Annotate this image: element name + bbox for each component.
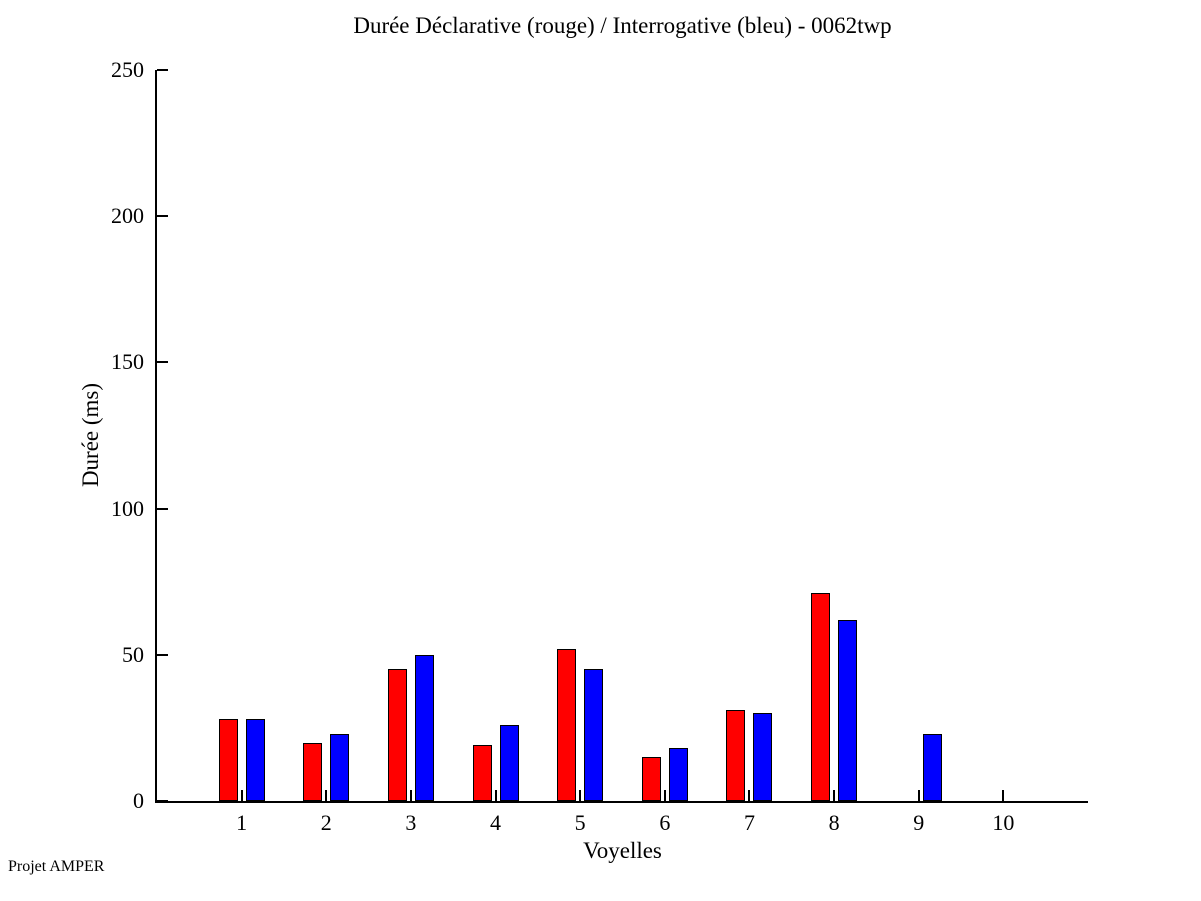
- x-tick-mark: [663, 790, 666, 801]
- y-tick-mark: [157, 361, 168, 364]
- y-axis-label: Durée (ms): [78, 382, 103, 488]
- bar-declarative-6: [641, 757, 661, 801]
- bar-declarative-5: [557, 648, 577, 801]
- y-tick-mark: [157, 800, 168, 802]
- x-tick-label: 10: [992, 810, 1015, 835]
- bar-interrogative-3: [414, 654, 434, 801]
- x-tick-label: 9: [913, 810, 925, 835]
- plot-area: 0 50 100 150 200 250 1 2 3 4 5 6 7 8 9 10: [111, 58, 1088, 835]
- y-tick-label: 100: [111, 495, 144, 521]
- x-tick-mark: [833, 790, 836, 801]
- x-tick-mark: [409, 790, 412, 801]
- bar-interrogative-9: [922, 733, 942, 801]
- bar-declarative-1: [218, 719, 238, 801]
- y-tick-label: 200: [111, 203, 144, 229]
- chart-title: Durée Déclarative (rouge) / Interrogativ…: [353, 13, 892, 38]
- x-axis-line: [155, 801, 1088, 803]
- bar-interrogative-6: [668, 748, 688, 801]
- x-tick-label: 1: [236, 810, 248, 835]
- y-tick-mark: [157, 507, 168, 510]
- x-tick-mark: [917, 790, 920, 801]
- bar-declarative-3: [387, 669, 407, 801]
- x-tick-mark: [494, 790, 497, 801]
- y-tick-label: 150: [111, 349, 144, 375]
- x-tick-mark: [579, 790, 582, 801]
- y-tick-label: 50: [122, 641, 144, 667]
- bar-declarative-8: [811, 593, 831, 801]
- y-tick-mark: [157, 215, 168, 218]
- bar-interrogative-5: [584, 669, 604, 801]
- bar-declarative-7: [726, 710, 746, 801]
- x-tick-mark: [1002, 790, 1005, 801]
- y-axis-line: [155, 70, 157, 803]
- bar-declarative-4: [472, 745, 492, 801]
- x-tick-label: 8: [828, 810, 840, 835]
- x-tick-label: 5: [574, 810, 586, 835]
- x-tick-label: 7: [743, 810, 755, 835]
- project-note: Projet AMPER: [8, 858, 105, 875]
- y-tick-mark: [157, 653, 168, 656]
- x-tick-label: 4: [490, 810, 502, 835]
- y-tick-label: 250: [111, 57, 144, 82]
- x-axis-label: Voyelles: [583, 838, 662, 863]
- x-tick-label: 6: [659, 810, 671, 835]
- bar-interrogative-7: [753, 713, 773, 801]
- bar-interrogative-2: [330, 733, 350, 801]
- bar-declarative-2: [303, 742, 323, 801]
- bar-interrogative-8: [838, 619, 858, 801]
- bar-interrogative-1: [245, 719, 265, 801]
- x-tick-mark: [748, 790, 751, 801]
- x-tick-mark: [240, 790, 243, 801]
- y-tick-label: 0: [133, 788, 144, 813]
- y-tick-mark: [157, 69, 168, 71]
- bar-interrogative-4: [499, 724, 519, 801]
- x-tick-label: 3: [405, 810, 417, 835]
- x-tick-mark: [325, 790, 328, 801]
- x-tick-label: 2: [320, 810, 332, 835]
